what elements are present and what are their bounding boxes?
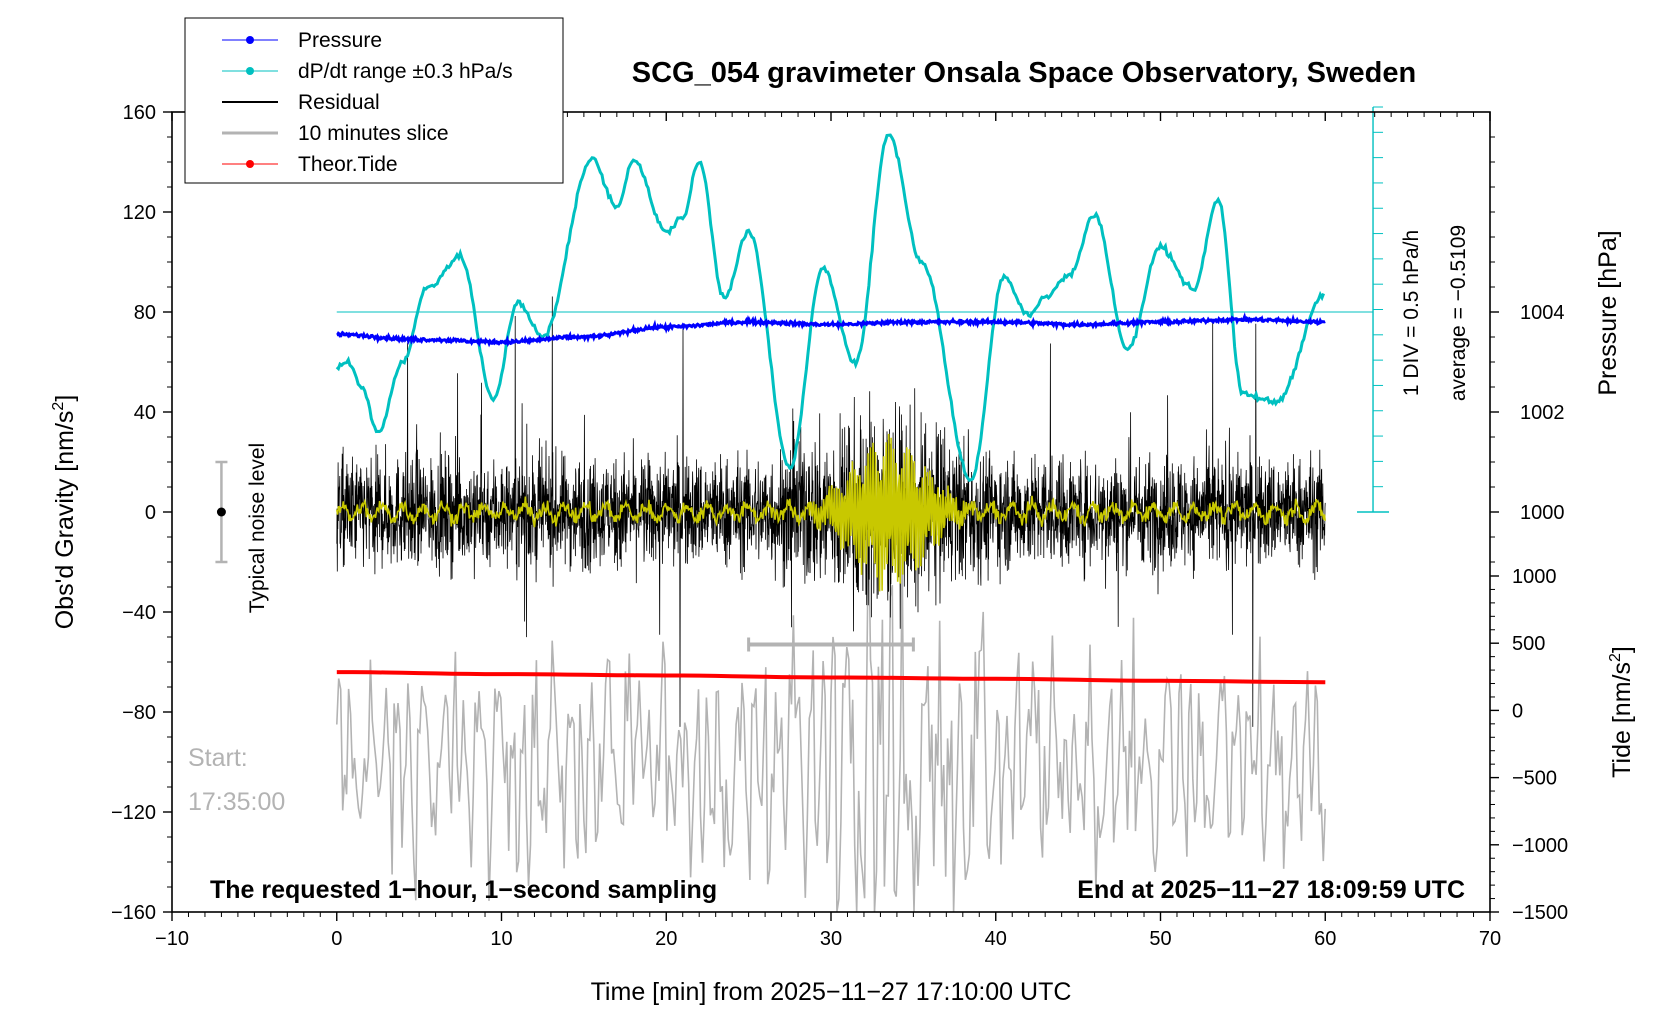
legend-marker-dpdt bbox=[246, 67, 254, 75]
x-tick-label: 0 bbox=[331, 928, 342, 950]
x-axis-label: Time [min] from 2025−11−27 17:10:00 UTC bbox=[591, 978, 1072, 1006]
x-tick-label: 30 bbox=[820, 928, 842, 950]
annotation-start-label: Start: bbox=[188, 744, 248, 772]
pressure-tick-label: 1002 bbox=[1520, 402, 1565, 424]
tide-tick-label: −1000 bbox=[1512, 835, 1568, 857]
y-axis-label-tide-sup: 2 bbox=[1607, 653, 1624, 662]
series-dpdt-line bbox=[335, 133, 1325, 483]
y-axis-label-tide: Tide [nm/s2] bbox=[1607, 646, 1636, 778]
legend-item-residual: Residual bbox=[222, 91, 380, 114]
legend-item-dpdt: dP/dt range ±0.3 hPa/s bbox=[222, 60, 513, 83]
annotation-start-time: 17:35:00 bbox=[188, 788, 285, 816]
series-slice-line bbox=[336, 509, 1326, 913]
legend-item-pressure: Pressure bbox=[222, 29, 382, 52]
series-layer bbox=[215, 106, 1390, 913]
annotation-div-label: 1 DIV = 0.5 hPa/h bbox=[1400, 230, 1423, 396]
x-tick-label: 50 bbox=[1149, 928, 1171, 950]
y-axis-label-left-main: Obs'd Gravity [nm/s bbox=[51, 411, 79, 630]
noise-level-dot bbox=[216, 507, 226, 517]
y-tick-label: 40 bbox=[134, 402, 156, 424]
chart-title: SCG_054 gravimeter Onsala Space Observat… bbox=[632, 57, 1416, 89]
y-tick-label: 80 bbox=[134, 302, 156, 324]
pressure-tick-label: 1004 bbox=[1520, 302, 1565, 324]
x-tick-label: 60 bbox=[1314, 928, 1336, 950]
annotation-sampling: The requested 1−hour, 1−second sampling bbox=[210, 876, 717, 904]
x-tick-label: 20 bbox=[655, 928, 677, 950]
legend-label-pressure: Pressure bbox=[298, 29, 382, 52]
ticks-layer: −10 0 10 20 30 40 50 60 70 160 120 80 40 0 −40 −80 −120 −… bbox=[111, 102, 1568, 950]
tide-tick-label: −500 bbox=[1512, 768, 1557, 790]
y-tick-label: −80 bbox=[122, 702, 156, 724]
x-tick-label: 40 bbox=[985, 928, 1007, 950]
legend-label-residual: Residual bbox=[298, 91, 380, 114]
legend-marker-tide bbox=[246, 160, 254, 168]
tide-tick-label: 500 bbox=[1512, 633, 1545, 655]
annotation-average-label: average = −0.5109 bbox=[1447, 225, 1470, 401]
y-axis-label-left-sup: 2 bbox=[50, 402, 67, 411]
x-tick-label: 10 bbox=[490, 928, 512, 950]
series-pressure-line bbox=[336, 312, 1326, 348]
legend-label-dpdt: dP/dt range ±0.3 hPa/s bbox=[298, 60, 513, 83]
legend: Pressure dP/dt range ±0.3 hPa/s Residual… bbox=[184, 17, 564, 184]
y-tick-label: 0 bbox=[145, 502, 156, 524]
legend-label-tide: Theor.Tide bbox=[298, 153, 398, 176]
y-tick-label: 120 bbox=[123, 202, 156, 224]
legend-marker-pressure bbox=[246, 36, 254, 44]
series-filtered-line bbox=[336, 433, 1326, 592]
tide-tick-label: 0 bbox=[1512, 700, 1523, 722]
y-tick-label: −40 bbox=[122, 602, 156, 624]
tide-tick-label: 1000 bbox=[1512, 566, 1557, 588]
x-tick-label: −10 bbox=[155, 928, 189, 950]
legend-box bbox=[184, 17, 564, 184]
y-tick-label: 160 bbox=[123, 102, 156, 124]
annotation-noise-label: Typical noise level bbox=[246, 443, 269, 613]
legend-label-slice: 10 minutes slice bbox=[298, 122, 449, 145]
legend-item-slice: 10 minutes slice bbox=[222, 122, 449, 145]
y-axis-label-tide-main: Tide [nm/s bbox=[1608, 662, 1636, 778]
x-tick-label: 70 bbox=[1479, 928, 1501, 950]
tide-tick-label: −1500 bbox=[1512, 902, 1568, 924]
y-axis-label-pressure: Pressure [hPa] bbox=[1594, 230, 1622, 395]
y-axis-label-tide-end: ] bbox=[1608, 646, 1636, 653]
y-tick-label: −120 bbox=[111, 802, 156, 824]
series-tide-line bbox=[336, 670, 1326, 685]
pressure-tick-label: 1000 bbox=[1520, 502, 1565, 524]
y-axis-label-left: Obs'd Gravity [nm/s2] bbox=[50, 395, 79, 630]
annotation-end-time: End at 2025−11−27 18:09:59 UTC bbox=[1077, 876, 1465, 904]
legend-item-tide: Theor.Tide bbox=[222, 153, 398, 176]
y-axis-label-left-end: ] bbox=[51, 395, 79, 402]
y-tick-label: −160 bbox=[111, 902, 156, 924]
